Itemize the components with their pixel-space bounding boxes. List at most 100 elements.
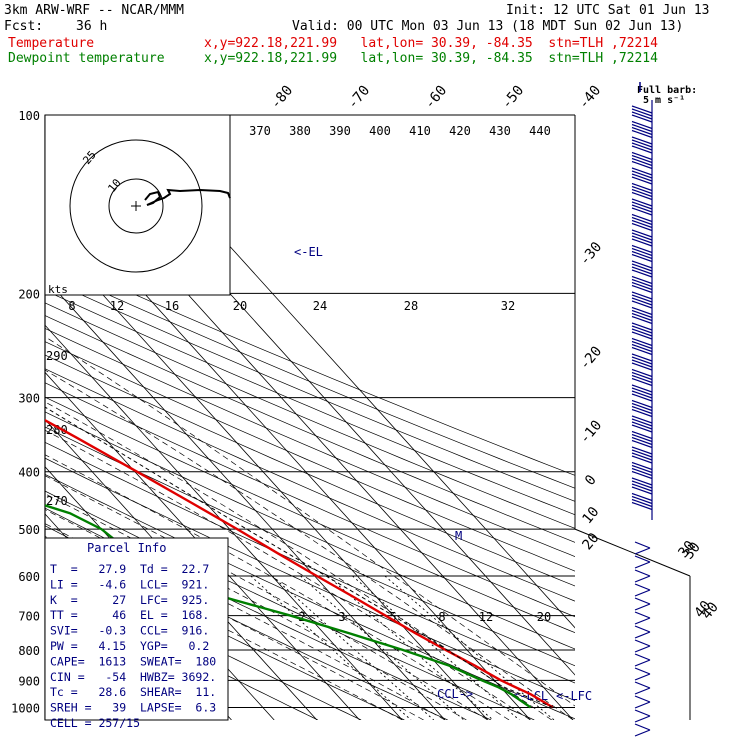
wind-barb: [634, 617, 651, 625]
wind-barb: [631, 402, 653, 412]
mixing-ratio-label: 12: [479, 610, 493, 624]
pressure-tick-label: 1000: [11, 701, 40, 715]
wind-barb: [631, 238, 653, 247]
parcel-info-row: K = 27 LFC= 925.: [50, 593, 209, 607]
wind-barb: [631, 433, 653, 443]
moist-adiabat: [45, 336, 575, 707]
wind-barb: [634, 589, 651, 597]
wind-barb: [631, 449, 653, 458]
parcel-info-row: PW = 4.15 YGP= 0.2: [50, 639, 209, 653]
parcel-info-box: Parcel Info T = 27.9 Td = 22.7LI = -4.6 L…: [44, 537, 229, 730]
wind-barb: [631, 480, 653, 489]
mixing-ratio-line: [300, 575, 465, 720]
wind-barb: [631, 182, 653, 192]
pressure-tick-label: 600: [18, 570, 40, 584]
dry-adiabat: [45, 354, 575, 587]
wind-barb: [631, 415, 653, 424]
wind-barb: [631, 157, 653, 167]
wind-barb: [631, 439, 653, 449]
wind-barb: [631, 297, 653, 306]
wind-barb: [631, 204, 653, 213]
wind-barb: [631, 201, 653, 210]
dry-adiabat: [45, 441, 575, 684]
wind-barb: [631, 374, 653, 384]
wind-barb: [631, 294, 653, 303]
theta-label: 280: [46, 423, 68, 437]
pressure-tick-label: 700: [18, 610, 40, 624]
wind-barb: [634, 701, 651, 709]
isotherm-label: -70: [345, 83, 374, 113]
wind-barb: [631, 470, 653, 480]
mixing-ratio-label: 20: [537, 610, 551, 624]
init-time: Init: 12 UTC Sat 01 Jun 13: [506, 3, 710, 18]
wind-barb: [631, 222, 653, 232]
dry-adiabat: [45, 341, 575, 572]
wind-barb: [631, 216, 653, 226]
wind-barb: [634, 695, 651, 703]
wind-barb: [631, 390, 653, 399]
wind-barb: [631, 486, 653, 495]
wind-barb: [631, 309, 653, 319]
wind-barb: [631, 129, 653, 139]
wind-barb: [634, 715, 651, 723]
isotherm-label: -60: [422, 83, 451, 113]
wind-barb: [631, 253, 653, 263]
wind-barb: [631, 278, 653, 288]
parcel-info-row: CELL = 257/15: [50, 716, 140, 730]
parcel-info-row: LI = -4.6 LCL= 921.: [50, 577, 209, 591]
wind-barb: [631, 145, 653, 154]
wind-barb: [631, 483, 653, 492]
pressure-tick-label: 500: [18, 523, 40, 537]
isotherm-label: 20: [579, 530, 602, 553]
wind-barb: [631, 114, 653, 123]
theta-label: 420: [449, 124, 471, 138]
parcel-info-frame: [44, 537, 229, 721]
hodograph-speed-label: 20: [233, 299, 247, 313]
wind-barb: [634, 681, 651, 689]
wind-barb: [631, 346, 653, 356]
wind-barb: [631, 185, 653, 195]
wind-barb: [631, 247, 653, 257]
wind-barb: [631, 219, 653, 229]
wind-barb: [631, 306, 653, 316]
wind-barb: [634, 639, 651, 647]
wind-barb: [634, 673, 651, 681]
wind-barb: [631, 108, 653, 117]
wind-barb: [631, 120, 653, 130]
pressure-tick-label: 200: [18, 287, 40, 301]
moist-adiabat: [45, 429, 531, 720]
wind-barb: [631, 467, 653, 477]
theta-label: 400: [369, 124, 391, 138]
dry-adiabat: [45, 396, 575, 634]
wind-barb: [634, 667, 651, 675]
wind-barb: [631, 154, 653, 164]
isotherm-label: -50: [499, 83, 528, 113]
pressure-tick-label: 100: [18, 109, 40, 123]
dry-adiabat: [45, 382, 575, 618]
dewpoint-location: x,y=922.18,221.99 lat,lon= 30.39, -84.35…: [204, 51, 658, 66]
mixing-ratio-label: 3: [338, 610, 345, 624]
wind-barb: [631, 300, 653, 309]
parcel-info-row: TT = 46 EL = 168.: [50, 608, 209, 622]
mixing-ratio-line: [250, 575, 412, 720]
wind-barb: [631, 151, 653, 161]
isotherm-label: -40: [576, 83, 605, 113]
hodograph-trace: [144, 188, 231, 206]
parcel-info-row: T = 27.9 Td = 22.7: [50, 562, 209, 576]
isotherm-label: -20: [577, 343, 606, 373]
temperature-legend: Temperature: [8, 36, 95, 51]
wind-barb: [631, 207, 653, 216]
wind-barb: [634, 541, 651, 549]
wind-barb: [631, 111, 653, 120]
wind-barb: [631, 495, 653, 505]
mixing-ratio-line: [384, 575, 555, 720]
dry-adiabat: [45, 254, 575, 476]
theta-label: 270: [46, 494, 68, 508]
parcel-info-row: SVI= -0.3 CCL= 916.: [50, 624, 209, 638]
wind-barb: [631, 322, 653, 331]
wind-barb: [631, 325, 653, 334]
wind-barb: [631, 424, 653, 433]
wind-barb: [631, 213, 653, 223]
wind-barb: [631, 269, 653, 278]
